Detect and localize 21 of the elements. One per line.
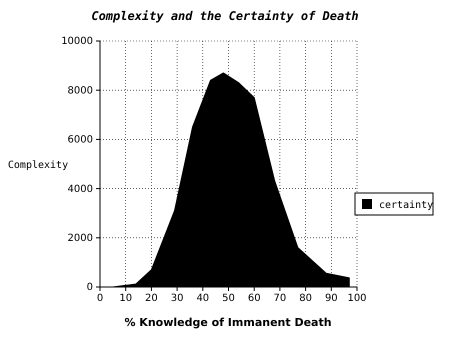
y-tick-label: 4000 — [68, 184, 93, 195]
x-tick-label: 20 — [145, 293, 158, 304]
y-tick-label: 8000 — [68, 85, 93, 96]
chart-title: Complexity and the Certainty of Death — [91, 9, 359, 23]
y-tick-label: 2000 — [68, 233, 93, 244]
x-tick-label: 80 — [299, 293, 312, 304]
y-axis-title: Complexity — [8, 160, 68, 171]
x-tick-label: 0 — [96, 293, 104, 304]
x-tick-label: 50 — [222, 293, 235, 304]
y-tick-label: 0 — [86, 282, 93, 294]
legend-label: certainty — [379, 200, 434, 211]
x-tick-label: 100 — [347, 293, 367, 304]
x-tick-label: 10 — [119, 293, 132, 304]
x-tick-label: 30 — [170, 293, 184, 304]
x-tick-label: 60 — [248, 293, 261, 304]
x-tick-label: 70 — [274, 293, 286, 304]
x-tick-label: 40 — [196, 293, 210, 304]
x-axis-title: % Knowledge of Immanent Death — [124, 316, 332, 329]
y-tick-label: 10000 — [61, 36, 93, 48]
x-tick-label: 90 — [324, 293, 338, 304]
y-tick-label: 6000 — [68, 134, 93, 146]
